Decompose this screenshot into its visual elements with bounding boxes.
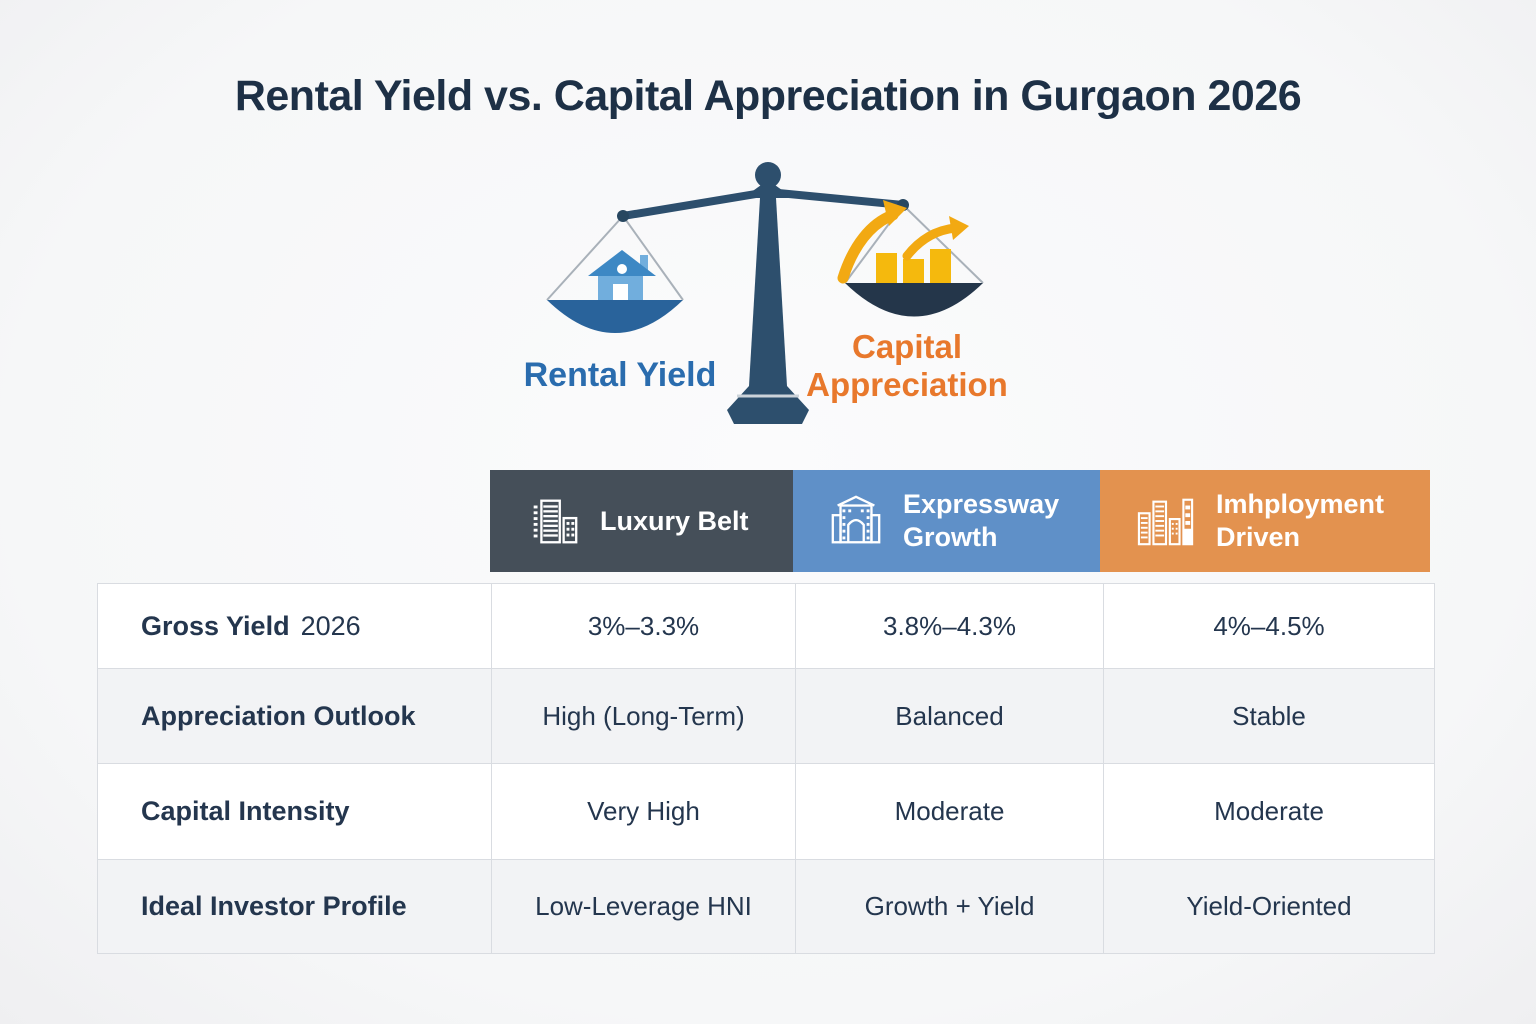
row-label-text: Appreciation Outlook [141, 700, 416, 731]
row-label-appreciation-outlook: Appreciation Outlook [98, 669, 491, 763]
capital-appreciation-label: Capital Appreciation [806, 328, 1008, 403]
cell-intensity-employment: Moderate [1104, 764, 1434, 859]
row-label-ideal-investor: Ideal Investor Profile [98, 860, 491, 953]
column-header-label: Luxury Belt [600, 505, 749, 536]
column-header-luxury-belt: Luxury Belt [490, 470, 793, 572]
cell-appreciation-expressway: Balanced [796, 669, 1103, 763]
growth-bars-icon [876, 249, 951, 285]
arch-building-icon [831, 495, 881, 544]
balance-scale-illustration [505, 158, 1025, 430]
page-title: Rental Yield vs. Capital Appreciation in… [234, 72, 1302, 120]
column-header-label: Imhployment Driven [1216, 489, 1385, 552]
table-header-row: Luxury Belt Expressway Growth [490, 470, 1430, 572]
house-icon [588, 250, 656, 300]
cell-investor-employment: Yield-Oriented [1104, 860, 1434, 953]
towers-icon [533, 499, 578, 544]
cell-investor-expressway: Growth + Yield [796, 860, 1103, 953]
row-label-text: Capital Intensity [141, 796, 350, 826]
comparison-table: Gross Yield 2026 3%–3.3% 3.8%–4.3% 4%–4.… [97, 583, 1435, 954]
cell-appreciation-employment: Stable [1104, 669, 1434, 763]
column-header-imhployment-driven: Imhployment Driven [1100, 470, 1430, 572]
left-pan [547, 300, 683, 333]
cell-intensity-expressway: Moderate [796, 764, 1103, 859]
cell-gross-yield-expressway: 3.8%–4.3% [796, 584, 1103, 668]
up-arrows-icon [837, 200, 969, 284]
right-pan [845, 283, 983, 317]
cell-intensity-luxury: Very High [492, 764, 795, 859]
cell-gross-yield-employment: 4%–4.5% [1104, 584, 1434, 668]
row-label-gross-yield: Gross Yield 2026 [98, 584, 491, 668]
skyline-icon [1137, 498, 1194, 546]
rental-yield-label: Rental Yield [523, 356, 717, 394]
balance-scale-drawing [546, 162, 984, 424]
row-label-text: Gross Yield [141, 610, 290, 641]
cell-investor-luxury: Low-Leverage HNI [492, 860, 795, 953]
row-label-text: Ideal Investor Profile [141, 891, 407, 921]
row-label-capital-intensity: Capital Intensity [98, 764, 491, 859]
cell-gross-yield-luxury: 3%–3.3% [492, 584, 795, 668]
scale-post [727, 162, 809, 424]
column-header-label: Expressway Growth [903, 489, 1060, 552]
cell-appreciation-luxury: High (Long-Term) [492, 669, 795, 763]
column-header-expressway-growth: Expressway Growth [793, 470, 1100, 572]
row-label-suffix: 2026 [300, 610, 361, 641]
